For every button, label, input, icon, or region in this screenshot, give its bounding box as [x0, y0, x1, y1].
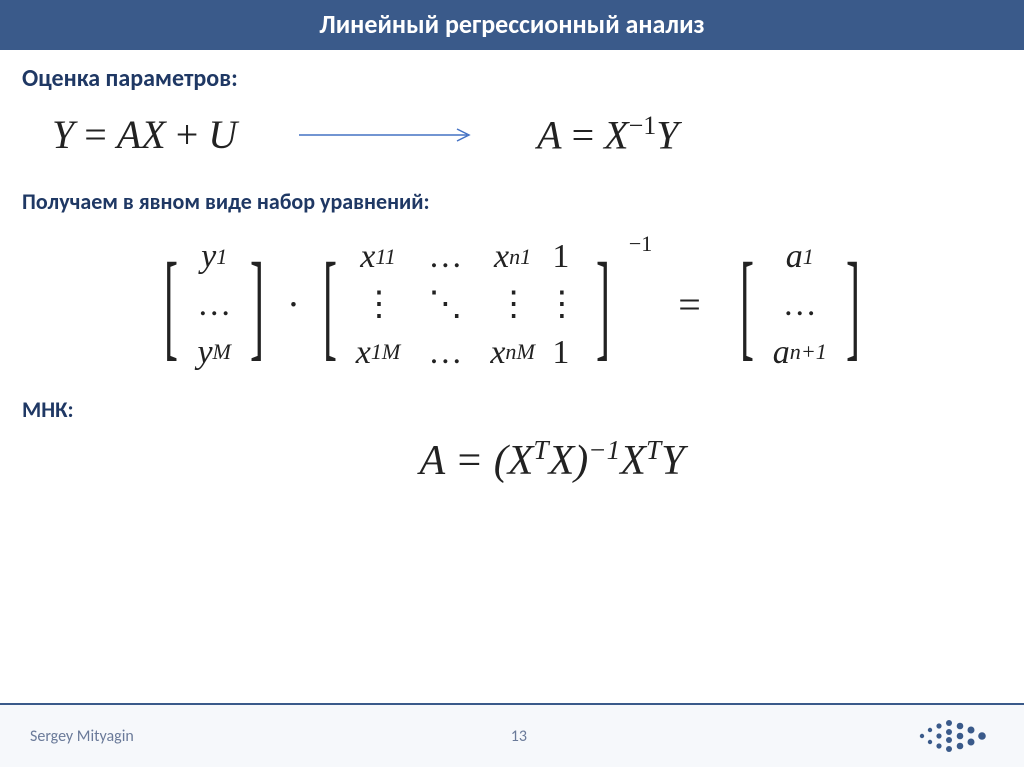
ols-X1: X [508, 438, 534, 484]
slide-content: Оценка параметров: Y = AX + U A = X−1Y П… [0, 50, 1024, 703]
a-dots: … [783, 281, 817, 329]
x11-sub: 11 [375, 242, 395, 273]
heading-ols: МНК: [22, 396, 1002, 423]
x-hdots-1: … [428, 233, 462, 281]
y-vector: y1 … yM [197, 233, 231, 376]
footer-logo-icon [904, 716, 994, 756]
ols-Y: Y [661, 438, 684, 484]
heading-explicit: Получаем в явном виде набор уравнений: [22, 188, 1002, 215]
dot-operator: · [283, 283, 304, 327]
footer-author: Sergey Mityagin [30, 727, 134, 746]
equation-ols: A = (XTX)−1XTY [102, 435, 1002, 485]
x1M: x [356, 329, 371, 377]
ols-X2: X [549, 438, 575, 484]
heading-parameters: Оценка параметров: [22, 64, 1002, 93]
ols-close: ) [574, 438, 588, 484]
an1-sub: n+1 [790, 337, 827, 368]
sym-sup-inv: −1 [629, 111, 657, 140]
y1: y [201, 233, 216, 281]
ols-open: = ( [444, 438, 507, 484]
one-bot: 1 [552, 329, 569, 377]
xn1: x [494, 233, 509, 281]
x-vdots-2: ⋮ [497, 281, 529, 329]
footer-page: 13 [511, 727, 527, 746]
an1: a [773, 329, 790, 377]
a-vector: a1 … an+1 [773, 233, 827, 376]
slide: Линейный регрессионный анализ Оценка пар… [0, 0, 1024, 767]
x-col-1: x11 ⋮ x1M [356, 233, 401, 376]
ols-inv: −1 [588, 435, 620, 465]
equation-inverse: A = X−1Y [537, 111, 678, 158]
sym-plus: + [166, 112, 209, 157]
bracket-close-x: ] [596, 251, 610, 359]
xnM-sub: nM [505, 337, 534, 368]
x1M-sub: 1M [371, 337, 400, 368]
yM-sub: M [213, 337, 231, 368]
bracket-open-a: [ [740, 251, 754, 359]
a1-sub: 1 [803, 242, 814, 273]
x-col-ones: 1 ⋮ 1 [545, 233, 577, 376]
sym-Y: Y [52, 112, 74, 157]
sym-X2: X [604, 112, 628, 157]
x-col-3: xn1 ⋮ xnM [490, 233, 535, 376]
bracket-open-x: [ [323, 251, 337, 359]
sym-eq2: = [562, 112, 605, 157]
x-hdots-2: … [428, 329, 462, 377]
x-ddots: ⋱ [428, 281, 462, 329]
sym-A: A [117, 112, 141, 157]
y-dots: … [197, 281, 231, 329]
yM: y [197, 329, 212, 377]
ols-X3: X [620, 438, 646, 484]
x-inverse-sup: −1 [629, 231, 652, 257]
ols-A: A [419, 438, 444, 484]
xnM: x [490, 329, 505, 377]
sym-Y2: Y [656, 112, 678, 157]
equals-sign: = [658, 281, 721, 328]
sym-eq: = [74, 112, 117, 157]
slide-footer: Sergey Mityagin 13 [0, 703, 1024, 767]
a1: a [786, 233, 803, 281]
arrow-icon [297, 125, 477, 145]
y1-sub: 1 [216, 242, 227, 273]
x-col-2: … ⋱ … [428, 233, 462, 376]
equation-row-1: Y = AX + U A = X−1Y [52, 111, 1002, 158]
bracket-open-y: [ [164, 251, 178, 359]
sym-X: X [141, 112, 165, 157]
ols-T2: T [646, 435, 661, 465]
sym-U: U [208, 112, 237, 157]
slide-title-bar: Линейный регрессионный анализ [0, 0, 1024, 50]
x-vdots-1: ⋮ [362, 281, 394, 329]
bracket-close-y: ] [250, 251, 264, 359]
one-top: 1 [552, 233, 569, 281]
xn1-sub: n1 [509, 242, 531, 273]
slide-title: Линейный регрессионный анализ [319, 8, 704, 40]
x11: x [360, 233, 375, 281]
ols-T1: T [533, 435, 548, 465]
one-vdots: ⋮ [545, 281, 577, 329]
matrix-equation: [ y1 … yM ] · [ x11 ⋮ x1M … ⋱ … xn1 [22, 233, 1002, 376]
equation-model: Y = AX + U [52, 111, 237, 158]
bracket-close-a: ] [846, 251, 860, 359]
sym-A2: A [537, 112, 561, 157]
